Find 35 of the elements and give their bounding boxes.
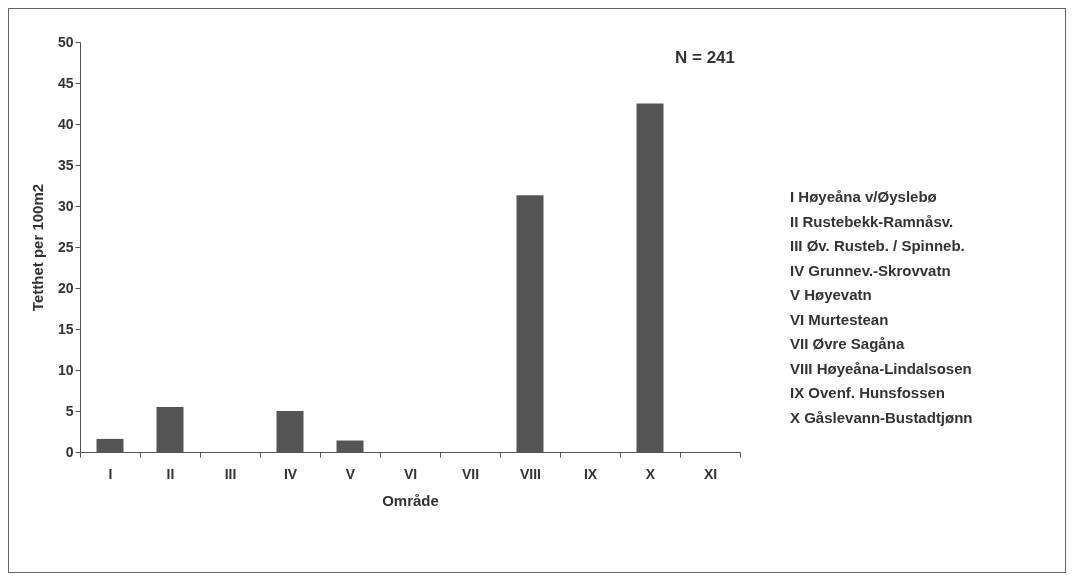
y-tick-label: 0 [65,443,74,460]
y-tick-label: 40 [57,115,74,132]
y-tick-label: 10 [57,361,74,378]
text: VI Murtestean [790,309,890,330]
x-tick-label: VII [461,465,480,482]
text: VII Øvre Sagåna [790,334,906,354]
y-tick-label: 5 [65,402,74,419]
annotation: N = 241 [674,48,735,67]
y-tick-label: 20 [57,279,74,296]
y-tick-label: 35 [57,156,74,173]
text: III Øv. Rusteb. / Spinneb. [790,236,966,256]
x-tick-label: X [645,465,656,482]
y-tick-label: 30 [57,197,74,214]
text: IX Ovenf. Hunsfossen [790,383,947,403]
text: VIII Høyeåna-Lindalsosen [790,358,973,379]
x-tick-label: II [166,465,175,482]
x-tick-label: III [224,465,237,482]
y-axis-title: Tetthet per 100m2 [28,183,46,312]
y-tick-label: 50 [57,33,74,50]
text: V Høyevatn [790,285,873,305]
y-tick-label: 25 [57,238,74,255]
x-tick-label: I [108,465,113,482]
y-tick-label: 15 [57,320,74,337]
text: I Høyeåna v/Øyslebø [790,187,938,207]
x-tick-label: XI [703,465,718,482]
x-tick-label: V [345,465,356,482]
x-tick-label: VI [403,465,418,482]
text: IV Grunnev.-Skrovvatn [790,260,952,281]
x-tick-label: VIII [519,465,542,482]
x-axis-title: Område [382,491,439,509]
text: X Gåslevann-Bustadtjønn [790,407,974,428]
x-tick-label: IX [583,465,598,482]
x-tick-label: IV [283,465,298,482]
text: II Rustebekk-Ramnåsv. [790,211,955,232]
y-tick-label: 45 [57,74,74,91]
